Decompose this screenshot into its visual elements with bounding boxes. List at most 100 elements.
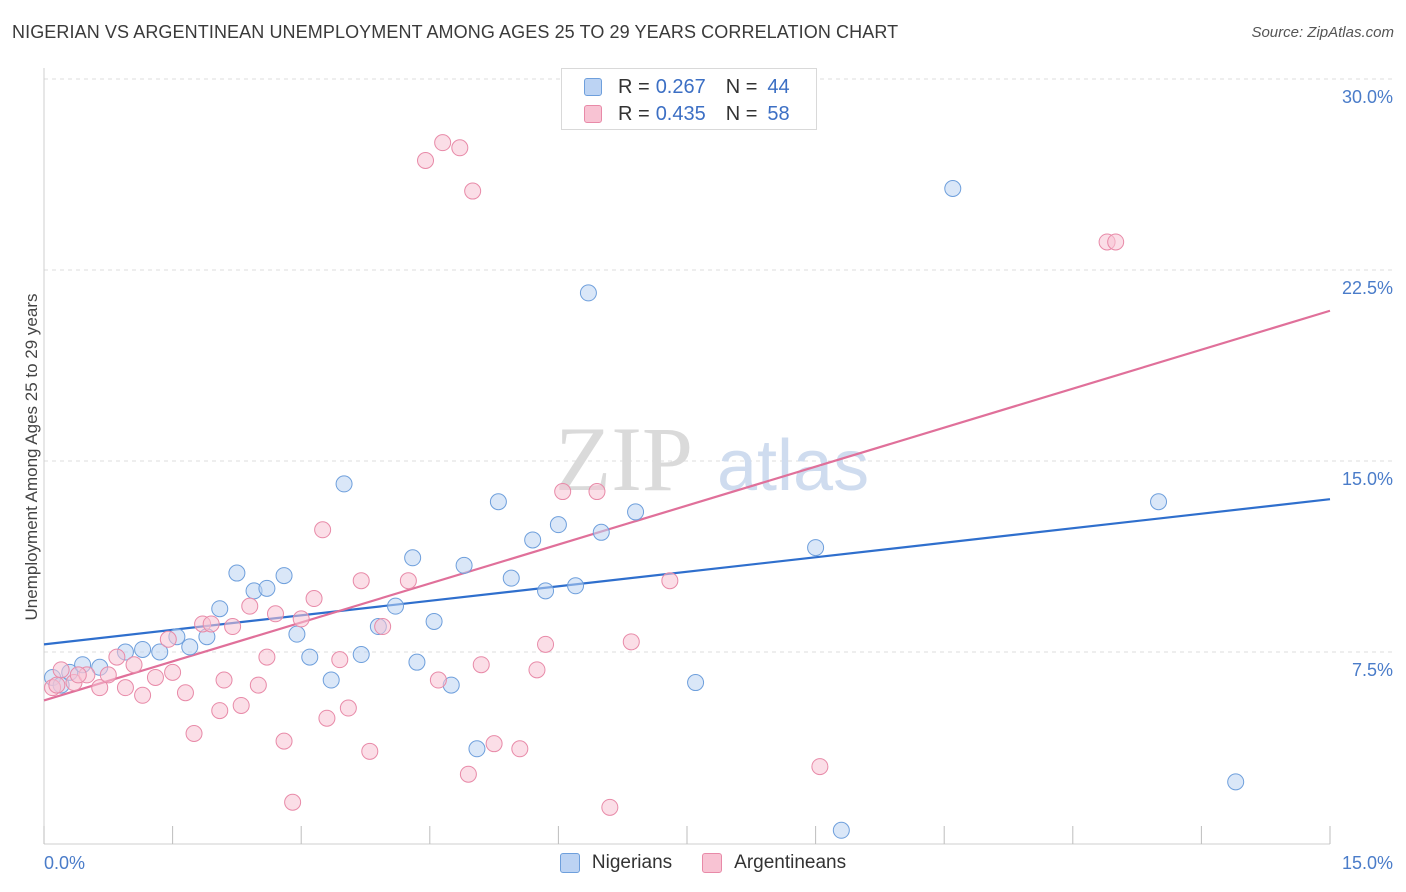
nigerian-point	[387, 597, 405, 615]
argentinean-point	[108, 648, 126, 666]
nigerian-point	[181, 638, 199, 656]
argentinean-point	[661, 572, 679, 590]
legend-label-nigerians: Nigerians	[591, 852, 673, 873]
argentinean-point	[69, 666, 87, 684]
argentinean-point	[146, 668, 164, 686]
argentinean-point	[417, 151, 435, 169]
argentinean-point	[215, 671, 233, 689]
nigerian-point	[275, 567, 293, 585]
legend-row-argentineans: R = 0.435 N = 58	[584, 101, 790, 127]
x-tick-label-min: 0.0%	[44, 853, 85, 873]
nigerian-point	[408, 653, 426, 671]
argentinean-point	[434, 134, 452, 152]
nigerian-point	[301, 648, 319, 666]
argentinean-point	[464, 182, 482, 200]
y-tick-label: 30.0%	[1342, 87, 1393, 107]
argentinean-point	[811, 758, 829, 776]
nigerian-point	[627, 503, 645, 521]
y-tick-label: 22.5%	[1342, 278, 1393, 298]
watermark-zip: ZIP	[555, 408, 693, 510]
nigerian-trend-line	[43, 498, 1331, 646]
series-legend: Nigerians Argentineans	[0, 852, 1406, 874]
argentinean-point	[159, 630, 177, 648]
argentinean-point	[318, 709, 336, 727]
nigerian-point	[151, 643, 169, 661]
nigerian-point	[502, 569, 520, 587]
chart-title: NIGERIAN VS ARGENTINEAN UNEMPLOYMENT AMO…	[12, 22, 899, 42]
data-points	[44, 134, 1245, 839]
legend-row-nigerians: R = 0.267 N = 44	[584, 74, 790, 100]
argentinean-point	[125, 656, 143, 674]
argentinean-point	[185, 724, 203, 742]
r-value: 0.435	[655, 102, 706, 125]
argentinean-point	[554, 483, 572, 501]
argentinean-point	[99, 666, 117, 684]
argentinean-point	[52, 661, 70, 679]
argentinean-point	[275, 732, 293, 750]
nigerian-point	[211, 600, 229, 618]
legend-label-argentineans: Argentineans	[734, 852, 847, 873]
n-value: 58	[767, 102, 790, 125]
nigerian-point	[455, 556, 473, 574]
argentinean-point	[399, 572, 417, 590]
nigerian-point	[404, 549, 422, 567]
argentinean-point	[116, 679, 134, 697]
argentinean-trend-line	[43, 309, 1331, 702]
n-label: N =	[725, 102, 758, 125]
nigerians-swatch	[559, 853, 580, 873]
y-tick-label: 15.0%	[1342, 469, 1393, 489]
argentinean-point	[224, 618, 242, 636]
n-label: N =	[725, 75, 758, 98]
r-label: R =	[618, 102, 650, 125]
nigerian-point	[1227, 773, 1245, 791]
argentinean-point	[331, 651, 349, 669]
nigerian-point	[335, 475, 353, 493]
argentinean-point	[472, 656, 490, 674]
n-value: 44	[767, 75, 790, 98]
r-label: R =	[618, 75, 650, 98]
nigerians-swatch	[584, 78, 602, 96]
nigerian-point	[549, 516, 567, 534]
argentinean-point	[211, 702, 229, 720]
argentinean-point	[305, 590, 323, 608]
argentinean-point	[164, 663, 182, 681]
legend-item-argentineans[interactable]: Argentineans	[702, 852, 846, 874]
nigerian-point	[944, 180, 962, 198]
argentinean-point	[429, 671, 447, 689]
nigerian-point	[352, 646, 370, 664]
r-value: 0.267	[655, 75, 706, 98]
nigerian-point	[322, 671, 340, 689]
argentinean-point	[485, 735, 503, 753]
argentinean-point	[202, 615, 220, 633]
legend-item-nigerians[interactable]: Nigerians	[559, 852, 673, 874]
argentineans-swatch	[584, 105, 602, 123]
argentineans-swatch	[702, 853, 723, 873]
argentinean-point	[374, 618, 392, 636]
nigerian-point	[1150, 493, 1168, 511]
argentinean-point	[284, 793, 302, 811]
argentinean-point	[537, 635, 555, 653]
y-tick-label: 7.5%	[1352, 660, 1393, 680]
nigerian-point	[288, 625, 306, 643]
argentinean-point	[601, 798, 619, 816]
argentinean-point	[249, 676, 267, 694]
argentinean-point	[241, 597, 259, 615]
x-tick-label-max: 15.0%	[1342, 853, 1393, 873]
source-credit: Source: ZipAtlas.com	[1251, 24, 1394, 41]
nigerian-point	[537, 582, 555, 600]
nigerian-point	[134, 640, 152, 658]
nigerian-point	[228, 564, 246, 582]
nigerian-point	[687, 674, 705, 692]
watermark: ZIP atlas	[555, 408, 869, 510]
watermark-atlas: atlas	[717, 426, 869, 506]
argentinean-point	[292, 610, 310, 628]
trend-lines	[43, 309, 1331, 702]
nigerian-point	[524, 531, 542, 549]
nigerian-point	[567, 577, 585, 595]
nigerian-point	[579, 284, 597, 302]
nigerian-point	[832, 821, 850, 839]
argentinean-point	[511, 740, 529, 758]
argentinean-point	[314, 521, 332, 539]
argentinean-point	[176, 684, 194, 702]
